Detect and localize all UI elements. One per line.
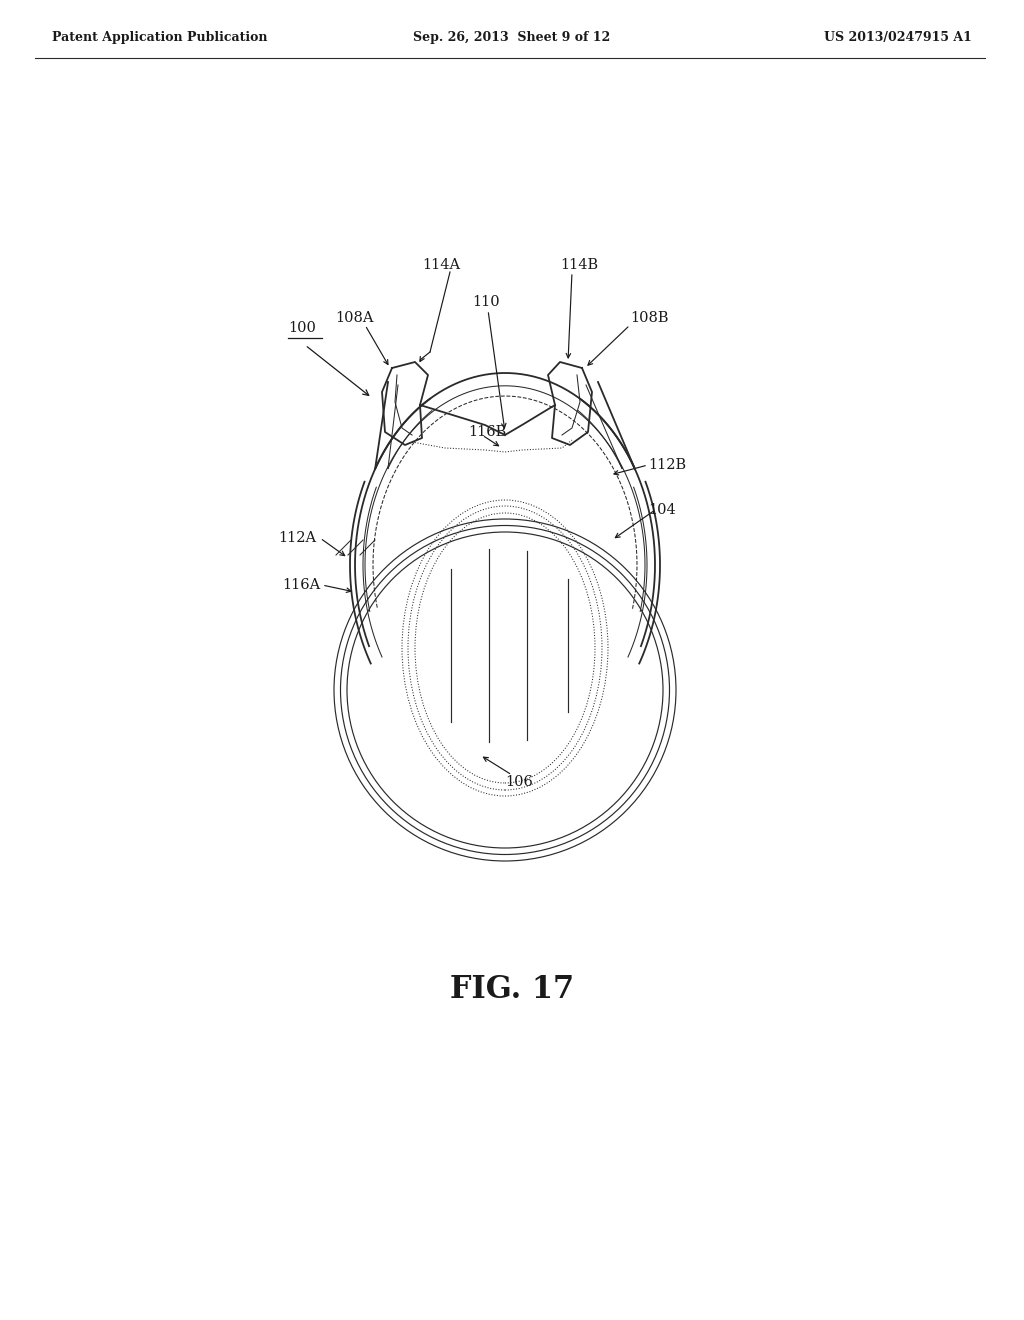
- Text: 114B: 114B: [560, 257, 598, 272]
- Text: 104: 104: [648, 503, 676, 517]
- Text: Patent Application Publication: Patent Application Publication: [52, 32, 267, 45]
- Text: 110: 110: [472, 294, 500, 309]
- Text: 100: 100: [288, 321, 315, 335]
- Text: Sep. 26, 2013  Sheet 9 of 12: Sep. 26, 2013 Sheet 9 of 12: [414, 32, 610, 45]
- Text: 114A: 114A: [422, 257, 460, 272]
- Text: 116A: 116A: [282, 578, 321, 591]
- Text: 108A: 108A: [335, 312, 374, 325]
- Text: US 2013/0247915 A1: US 2013/0247915 A1: [824, 32, 972, 45]
- Text: 116B: 116B: [468, 425, 506, 440]
- Text: 112B: 112B: [648, 458, 686, 473]
- Text: 108B: 108B: [630, 312, 669, 325]
- Text: FIG. 17: FIG. 17: [450, 974, 574, 1006]
- Text: 106: 106: [505, 775, 532, 789]
- Text: 112A: 112A: [278, 531, 316, 545]
